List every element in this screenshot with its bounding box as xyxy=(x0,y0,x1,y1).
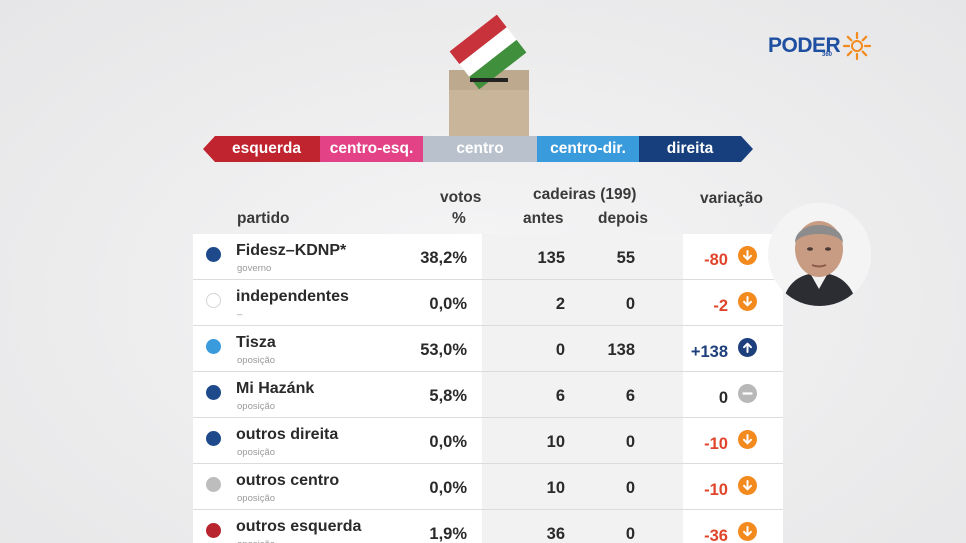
party-name: outros esquerda xyxy=(236,518,362,535)
logo-text: PODER xyxy=(768,34,841,57)
arrow-down-icon xyxy=(738,476,757,495)
table-row: outros centro oposição 0,0% 10 0 -10 xyxy=(193,464,783,510)
party-name: Tisza xyxy=(236,334,276,351)
arrow-down-icon xyxy=(738,522,757,541)
header-votes: votos xyxy=(440,189,482,206)
header-seats: cadeiras (199) xyxy=(533,186,637,203)
seats-after: 0 xyxy=(625,525,635,543)
spectrum-right: direita xyxy=(639,136,753,162)
political-spectrum-bar: esquerda centro-esq. centro centro-dir. … xyxy=(203,136,753,162)
votes-percent: 0,0% xyxy=(429,479,467,497)
party-status: oposição xyxy=(237,539,275,543)
spectrum-center: centro xyxy=(423,136,537,162)
arrow-up-icon xyxy=(738,338,757,357)
party-name: outros centro xyxy=(236,472,340,489)
party-color-dot xyxy=(206,339,221,354)
seat-change: -10 xyxy=(704,481,728,499)
table-row: Mi Hazánk oposição 5,8% 6 6 0 xyxy=(193,372,783,418)
party-color-dot xyxy=(206,385,221,400)
party-color-dot xyxy=(206,431,221,446)
seats-after: 6 xyxy=(625,387,635,405)
seats-after: 0 xyxy=(625,479,635,497)
party-color-dot xyxy=(206,293,221,308)
seats-before: 36 xyxy=(546,525,565,543)
seats-before: 2 xyxy=(555,295,565,313)
votes-percent: 1,9% xyxy=(429,525,467,543)
header-votes-unit: % xyxy=(452,210,466,227)
party-status: oposição xyxy=(237,493,276,504)
party-name: outros direita xyxy=(236,426,339,443)
votes-percent: 53,0% xyxy=(420,341,467,359)
seats-before: 10 xyxy=(546,479,565,497)
seats-after: 55 xyxy=(616,249,635,267)
seat-change: -80 xyxy=(704,251,728,269)
seat-change: -36 xyxy=(704,527,728,543)
spectrum-center-right: centro-dir. xyxy=(537,136,639,162)
party-status: oposição xyxy=(237,355,276,366)
ballot-box-icon xyxy=(449,14,529,136)
party-name: independentes xyxy=(236,288,349,305)
seats-before: 135 xyxy=(537,249,565,267)
votes-percent: 38,2% xyxy=(420,249,467,267)
header-change: variação xyxy=(700,190,763,207)
votes-percent: 0,0% xyxy=(429,295,467,313)
sun-icon xyxy=(843,31,872,61)
poder360-logo: PODER 360 xyxy=(768,30,872,62)
candidate-portrait xyxy=(768,203,871,306)
table-row: independentes – 0,0% 2 0 -2 xyxy=(193,280,783,326)
party-status: oposição xyxy=(237,447,276,458)
seats-before: 6 xyxy=(555,387,565,405)
seat-change: -2 xyxy=(713,297,728,315)
seats-after: 0 xyxy=(625,295,635,313)
logo-sub: 360 xyxy=(822,52,833,58)
seat-change: 0 xyxy=(718,389,728,407)
seats-after: 0 xyxy=(625,433,635,451)
votes-percent: 5,8% xyxy=(429,387,467,405)
party-name: Mi Hazánk xyxy=(236,380,315,397)
arrow-down-icon xyxy=(738,430,757,449)
party-status: – xyxy=(237,309,243,320)
party-status: governo xyxy=(237,263,272,274)
seats-after: 138 xyxy=(607,341,635,359)
arrow-down-icon xyxy=(738,246,757,265)
seat-change: -10 xyxy=(704,435,728,453)
seat-change: +138 xyxy=(690,343,728,361)
table-row: Tisza oposição 53,0% 0 138 +138 xyxy=(193,326,783,372)
party-color-dot xyxy=(206,523,221,538)
minus-icon xyxy=(738,384,757,403)
table-row: Fidesz–KDNP* governo 38,2% 135 55 -80 xyxy=(193,234,783,280)
party-color-dot xyxy=(206,477,221,492)
table-row: outros esquerda oposição 1,9% 36 0 -36 xyxy=(193,510,783,543)
header-before: antes xyxy=(523,210,564,227)
spectrum-center-left: centro-esq. xyxy=(320,136,423,162)
seats-before: 0 xyxy=(555,341,565,359)
party-color-dot xyxy=(206,247,221,262)
votes-percent: 0,0% xyxy=(429,433,467,451)
table-row: outros direita oposição 0,0% 10 0 -10 xyxy=(193,418,783,464)
header-party: partido xyxy=(237,210,290,227)
arrow-down-icon xyxy=(738,292,757,311)
seats-before: 10 xyxy=(546,433,565,451)
party-name: Fidesz–KDNP* xyxy=(236,242,347,259)
spectrum-left: esquerda xyxy=(203,136,320,162)
party-status: oposição xyxy=(237,401,276,412)
header-after: depois xyxy=(598,210,648,227)
results-table: Fidesz–KDNP* governo 38,2% 135 55 -80 in… xyxy=(193,234,783,543)
